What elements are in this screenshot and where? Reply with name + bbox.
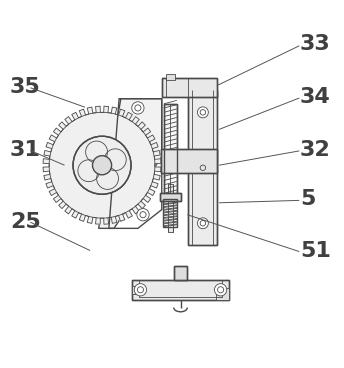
Text: 35: 35 (10, 77, 41, 97)
Bar (132, 286, 140, 294)
Bar (162, 78, 217, 97)
Bar (164, 104, 177, 198)
Circle shape (197, 218, 208, 229)
Circle shape (134, 284, 147, 296)
Bar (165, 74, 175, 80)
Circle shape (214, 284, 227, 296)
Bar (174, 266, 187, 280)
Bar (189, 90, 217, 245)
Circle shape (197, 107, 208, 118)
Polygon shape (99, 99, 162, 229)
Bar (139, 280, 222, 297)
Text: 25: 25 (10, 212, 41, 231)
Text: 32: 32 (300, 140, 331, 160)
Bar (162, 78, 217, 97)
Circle shape (132, 102, 144, 114)
Text: 31: 31 (10, 140, 41, 160)
Text: 34: 34 (300, 87, 331, 107)
Circle shape (93, 156, 111, 175)
Bar (160, 192, 181, 201)
Bar (174, 266, 187, 280)
Text: 51: 51 (300, 241, 331, 261)
Circle shape (197, 162, 208, 173)
Bar (168, 184, 173, 232)
Bar (189, 90, 217, 245)
Polygon shape (43, 106, 161, 224)
Bar (161, 149, 217, 173)
Bar (164, 104, 177, 198)
Bar (132, 280, 229, 300)
Bar (163, 199, 178, 227)
Bar (215, 288, 229, 300)
Text: 5: 5 (300, 190, 315, 209)
Bar (160, 192, 181, 201)
Circle shape (73, 136, 131, 194)
Bar (163, 199, 178, 227)
Bar (132, 280, 229, 300)
Circle shape (137, 209, 149, 221)
Text: 33: 33 (300, 34, 331, 54)
Bar (161, 149, 217, 173)
